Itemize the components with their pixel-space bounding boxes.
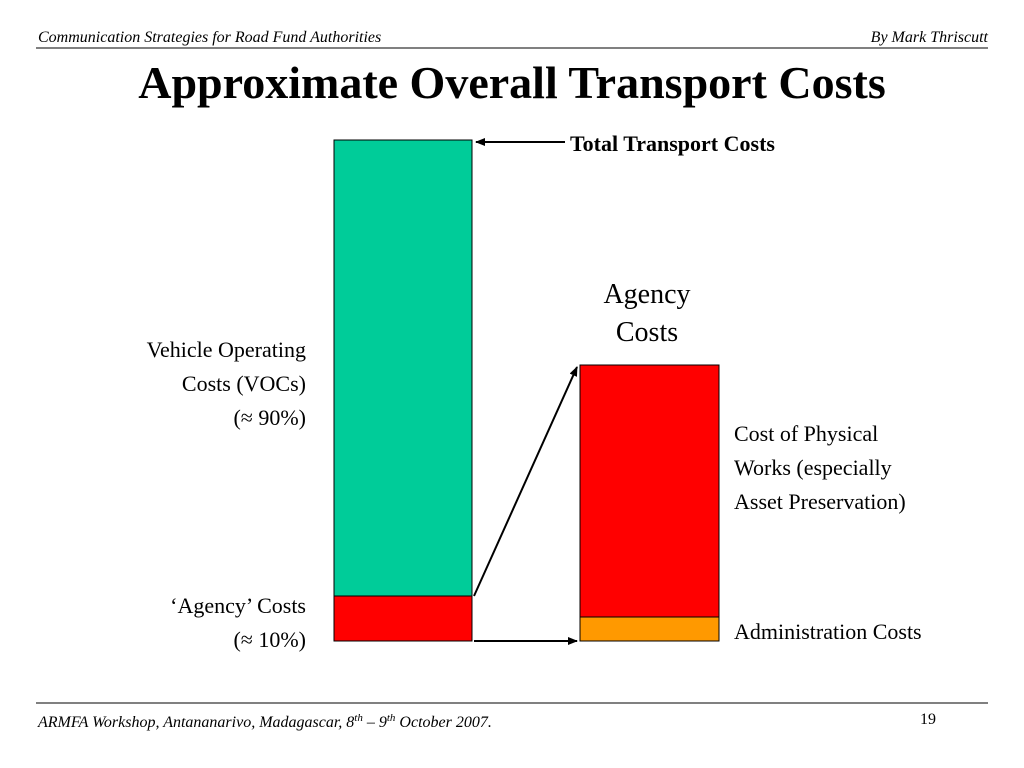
footer-part: – 9 [363,714,387,731]
expand-arrow-top [473,366,578,597]
physical-works-block [579,364,720,618]
footer-part: ARMFA Workshop, Antananarivo, Madagascar… [37,714,354,731]
agency-share-label: (≈ 10%) [233,627,306,652]
administration-label: Administration Costs [734,619,922,644]
vocs-label: (≈ 90%) [233,405,306,430]
physical-works-label: Works (especially [734,455,892,480]
agency-costs-label: Costs [616,317,678,348]
administration-block [579,616,720,642]
slide-title: Approximate Overall Transport Costs [138,57,885,108]
physical-works-label: Asset Preservation) [734,489,906,514]
footer-sup: th [387,712,396,724]
agency-share-label: ‘Agency’ Costs [170,593,306,618]
vocs-label: Vehicle Operating [147,337,306,362]
vocs-block [333,139,473,597]
total-label: Total Transport Costs [570,131,775,156]
footer-part: October 2007. [395,714,491,731]
footer-sup: th [354,712,363,724]
page-number: 19 [920,711,936,728]
vocs-label: Costs (VOCs) [182,371,306,396]
physical-works-label: Cost of Physical [734,421,878,446]
footer-text: ARMFA Workshop, Antananarivo, Madagascar… [37,712,492,731]
header-right: By Mark Thriscutt [871,29,989,46]
header-left: Communication Strategies for Road Fund A… [38,29,381,46]
agency-costs-label: Agency [603,279,690,310]
agency-block [333,595,473,642]
